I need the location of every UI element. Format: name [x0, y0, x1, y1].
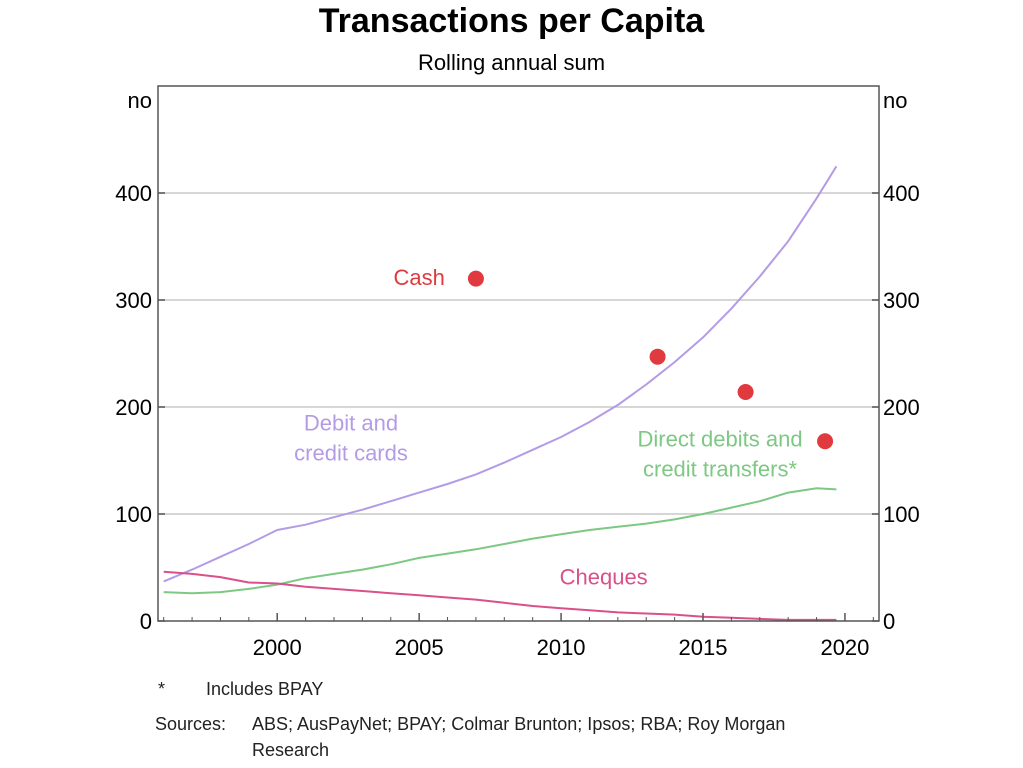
y-tick-right-200: 200 — [883, 395, 920, 420]
footnote-text: Includes BPAY — [206, 679, 324, 699]
x-tick-2010: 2010 — [537, 635, 586, 660]
y-tick-left-100: 100 — [115, 502, 152, 527]
sources-label: Sources: — [155, 714, 227, 734]
x-tick-2000: 2000 — [253, 635, 302, 660]
cheques-label-line-0: Cheques — [560, 565, 648, 590]
direct-label-line-0: Direct debits and — [637, 427, 802, 452]
y-tick-left-300: 300 — [115, 288, 152, 313]
chart-subtitle: Rolling annual sum — [417, 50, 606, 75]
cash-label: Cash — [393, 265, 444, 290]
cards-line — [163, 165, 838, 583]
y-tick-right-400: 400 — [883, 181, 920, 206]
footnote-marker: * — [158, 679, 166, 699]
cards-label: Debit and credit cards — [294, 411, 408, 466]
gridlines — [158, 192, 879, 515]
series-lines — [163, 165, 838, 621]
x-tick-2020: 2020 — [820, 635, 869, 660]
y-tick-right-0: 0 — [883, 609, 895, 634]
sources-text: ABS; AusPayNet; BPAY; Colmar Brunton; Ip… — [252, 714, 786, 760]
axis-ticks: 0 0 100 100 200 200 300 300 400 400 no no 2000 2005 20… — [115, 88, 919, 660]
y-tick-left-0: 0 — [140, 609, 152, 634]
y-tick-left-200: 200 — [115, 395, 152, 420]
plot-frame — [157, 85, 880, 622]
y-tick-right-100: 100 — [883, 502, 920, 527]
cheques-line — [163, 570, 837, 621]
cash-point-0 — [467, 270, 484, 287]
cards-label-line-0: Debit and — [304, 411, 398, 436]
plot-border — [157, 85, 880, 622]
cash-markers — [467, 270, 834, 450]
y-unit-right: no — [883, 88, 907, 113]
sources-note: Sources: ABS; AusPayNet; BPAY; Colmar Bru… — [155, 711, 855, 763]
direct-line — [163, 487, 837, 595]
y-tick-left-400: 400 — [115, 181, 152, 206]
direct-label: Direct debits and credit transfers* — [637, 427, 802, 482]
cash-point-3 — [817, 433, 834, 450]
y-unit-left: no — [128, 88, 152, 113]
footnote: * Includes BPAY — [158, 679, 323, 700]
cash-point-2 — [737, 384, 754, 401]
cards-label-line-1: credit cards — [294, 441, 408, 466]
cash-label-line-0: Cash — [393, 265, 444, 290]
x-tick-2015: 2015 — [679, 635, 728, 660]
series-labels: Debit and credit cards Direct debits and cr… — [294, 265, 802, 590]
chart-title: Transactions per Capita — [318, 2, 705, 40]
cash-point-1 — [649, 348, 666, 365]
y-tick-right-300: 300 — [883, 288, 920, 313]
x-tick-2005: 2005 — [395, 635, 444, 660]
direct-label-line-1: credit transfers* — [643, 457, 797, 482]
cheques-label: Cheques — [560, 565, 648, 590]
